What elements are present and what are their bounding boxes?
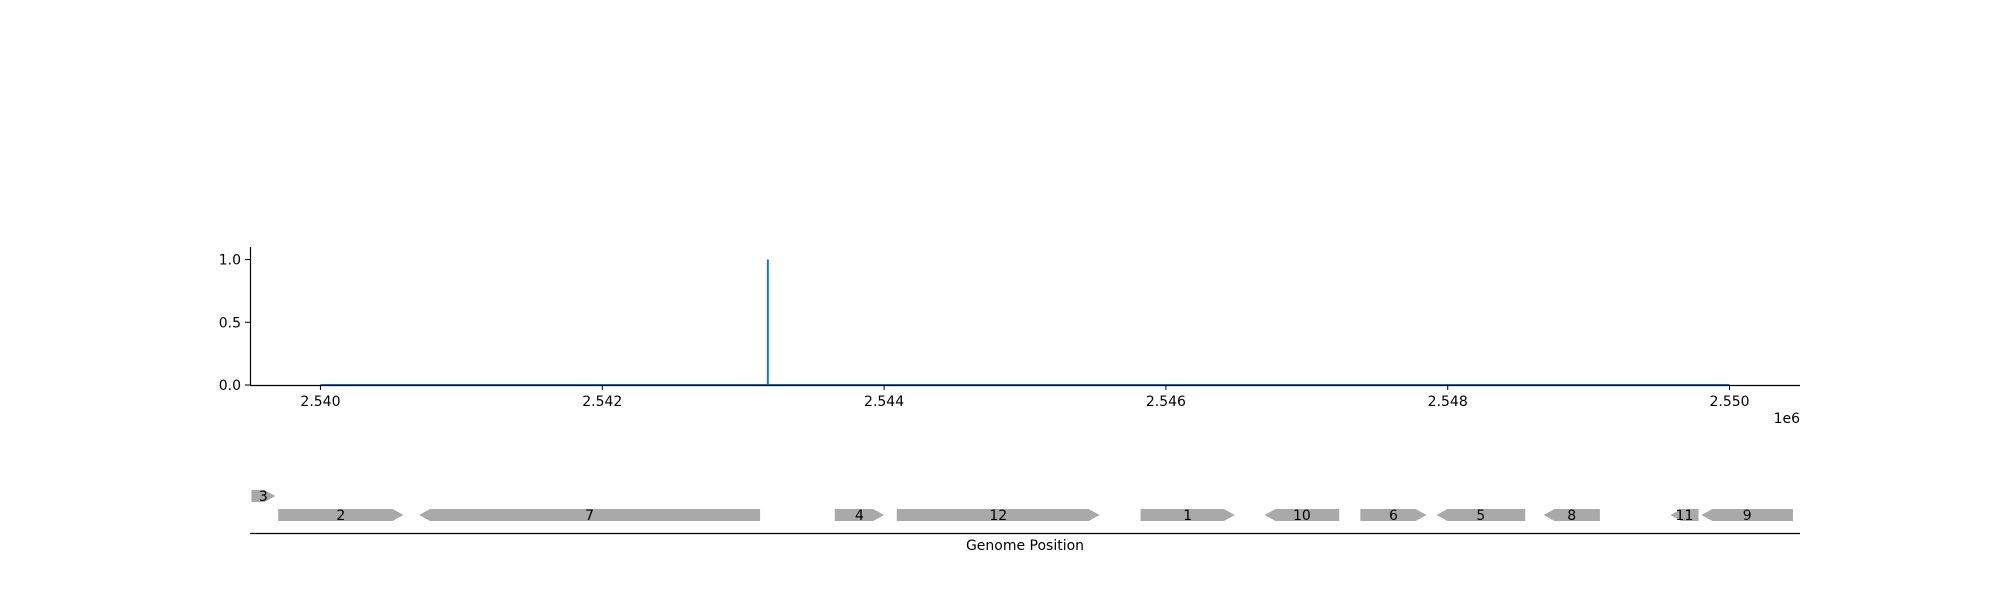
x-tick-label: 2.540: [300, 394, 340, 410]
coverage-line-0: [320, 259, 1730, 386]
gene-label: 9: [1743, 508, 1752, 524]
gene-arrow: [834, 509, 885, 521]
x-tick-label: 2.546: [1146, 394, 1186, 410]
y-axis-ticks: 0.0 0.5 1.0: [219, 253, 250, 394]
gene-arrow: [1360, 509, 1427, 521]
gene-feature: 5: [1436, 508, 1526, 524]
x-axis-offset-label: 1e6: [1774, 411, 1801, 427]
gene-arrow: [1140, 509, 1235, 521]
gene-arrow: [1670, 509, 1699, 521]
gene-arrow: [1436, 509, 1526, 521]
gene-feature: 9: [1701, 508, 1793, 524]
gene-track: 3 2 7 4 12 1 10 6 5 8 11 9 Genome Position: [250, 489, 1800, 554]
gene-feature: 10: [1264, 508, 1340, 524]
x-tick-label: 2.544: [864, 394, 904, 410]
y-tick-label: 1.0: [219, 253, 241, 269]
gene-label: 11: [1676, 508, 1694, 524]
gene-arrow: [419, 509, 761, 521]
gene-feature: 7: [419, 508, 761, 524]
gene-label: 4: [855, 508, 864, 524]
x-axis-ticks: 2.540 2.542 2.544 2.546 2.548 2.550: [300, 385, 1750, 410]
gene-feature: 1: [1140, 508, 1235, 524]
gene-label: 1: [1183, 508, 1192, 524]
gene-label: 5: [1476, 508, 1485, 524]
genome-position-label: Genome Position: [966, 538, 1084, 554]
gene-label: 6: [1389, 508, 1398, 524]
gene-arrow: [1264, 509, 1340, 521]
gene-arrow: [1543, 509, 1600, 521]
gene-label: 2: [336, 508, 345, 524]
y-tick-label: 0.0: [219, 378, 241, 394]
gene-arrow: [251, 490, 276, 502]
gene-arrow: [278, 509, 404, 521]
gene-feature: 11: [1670, 508, 1699, 524]
coverage-plot: 2.540 2.542 2.544 2.546 2.548 2.550 0.0 0.5 1.0…: [219, 247, 1800, 427]
y-tick-label: 0.5: [219, 315, 241, 331]
gene-feature: 3: [251, 489, 276, 505]
x-tick-label: 2.550: [1709, 394, 1749, 410]
gene-feature: 4: [834, 508, 885, 524]
gene-arrow: [1701, 509, 1793, 521]
gene-label: 7: [585, 508, 594, 524]
gene-feature: 6: [1360, 508, 1427, 524]
x-tick-label: 2.542: [582, 394, 622, 410]
gene-feature: 12: [896, 508, 1100, 524]
gene-label: 12: [989, 508, 1007, 524]
gene-feature: 2: [278, 508, 404, 524]
gene-feature: 8: [1543, 508, 1600, 524]
gene-arrow: [896, 509, 1100, 521]
gene-label: 8: [1567, 508, 1576, 524]
coverage-series: [320, 259, 1730, 386]
gene-label: 10: [1293, 508, 1311, 524]
x-tick-label: 2.548: [1428, 394, 1468, 410]
gene-features: 3 2 7 4 12 1 10 6 5 8 11 9: [251, 489, 1793, 524]
gene-label: 3: [259, 489, 268, 505]
